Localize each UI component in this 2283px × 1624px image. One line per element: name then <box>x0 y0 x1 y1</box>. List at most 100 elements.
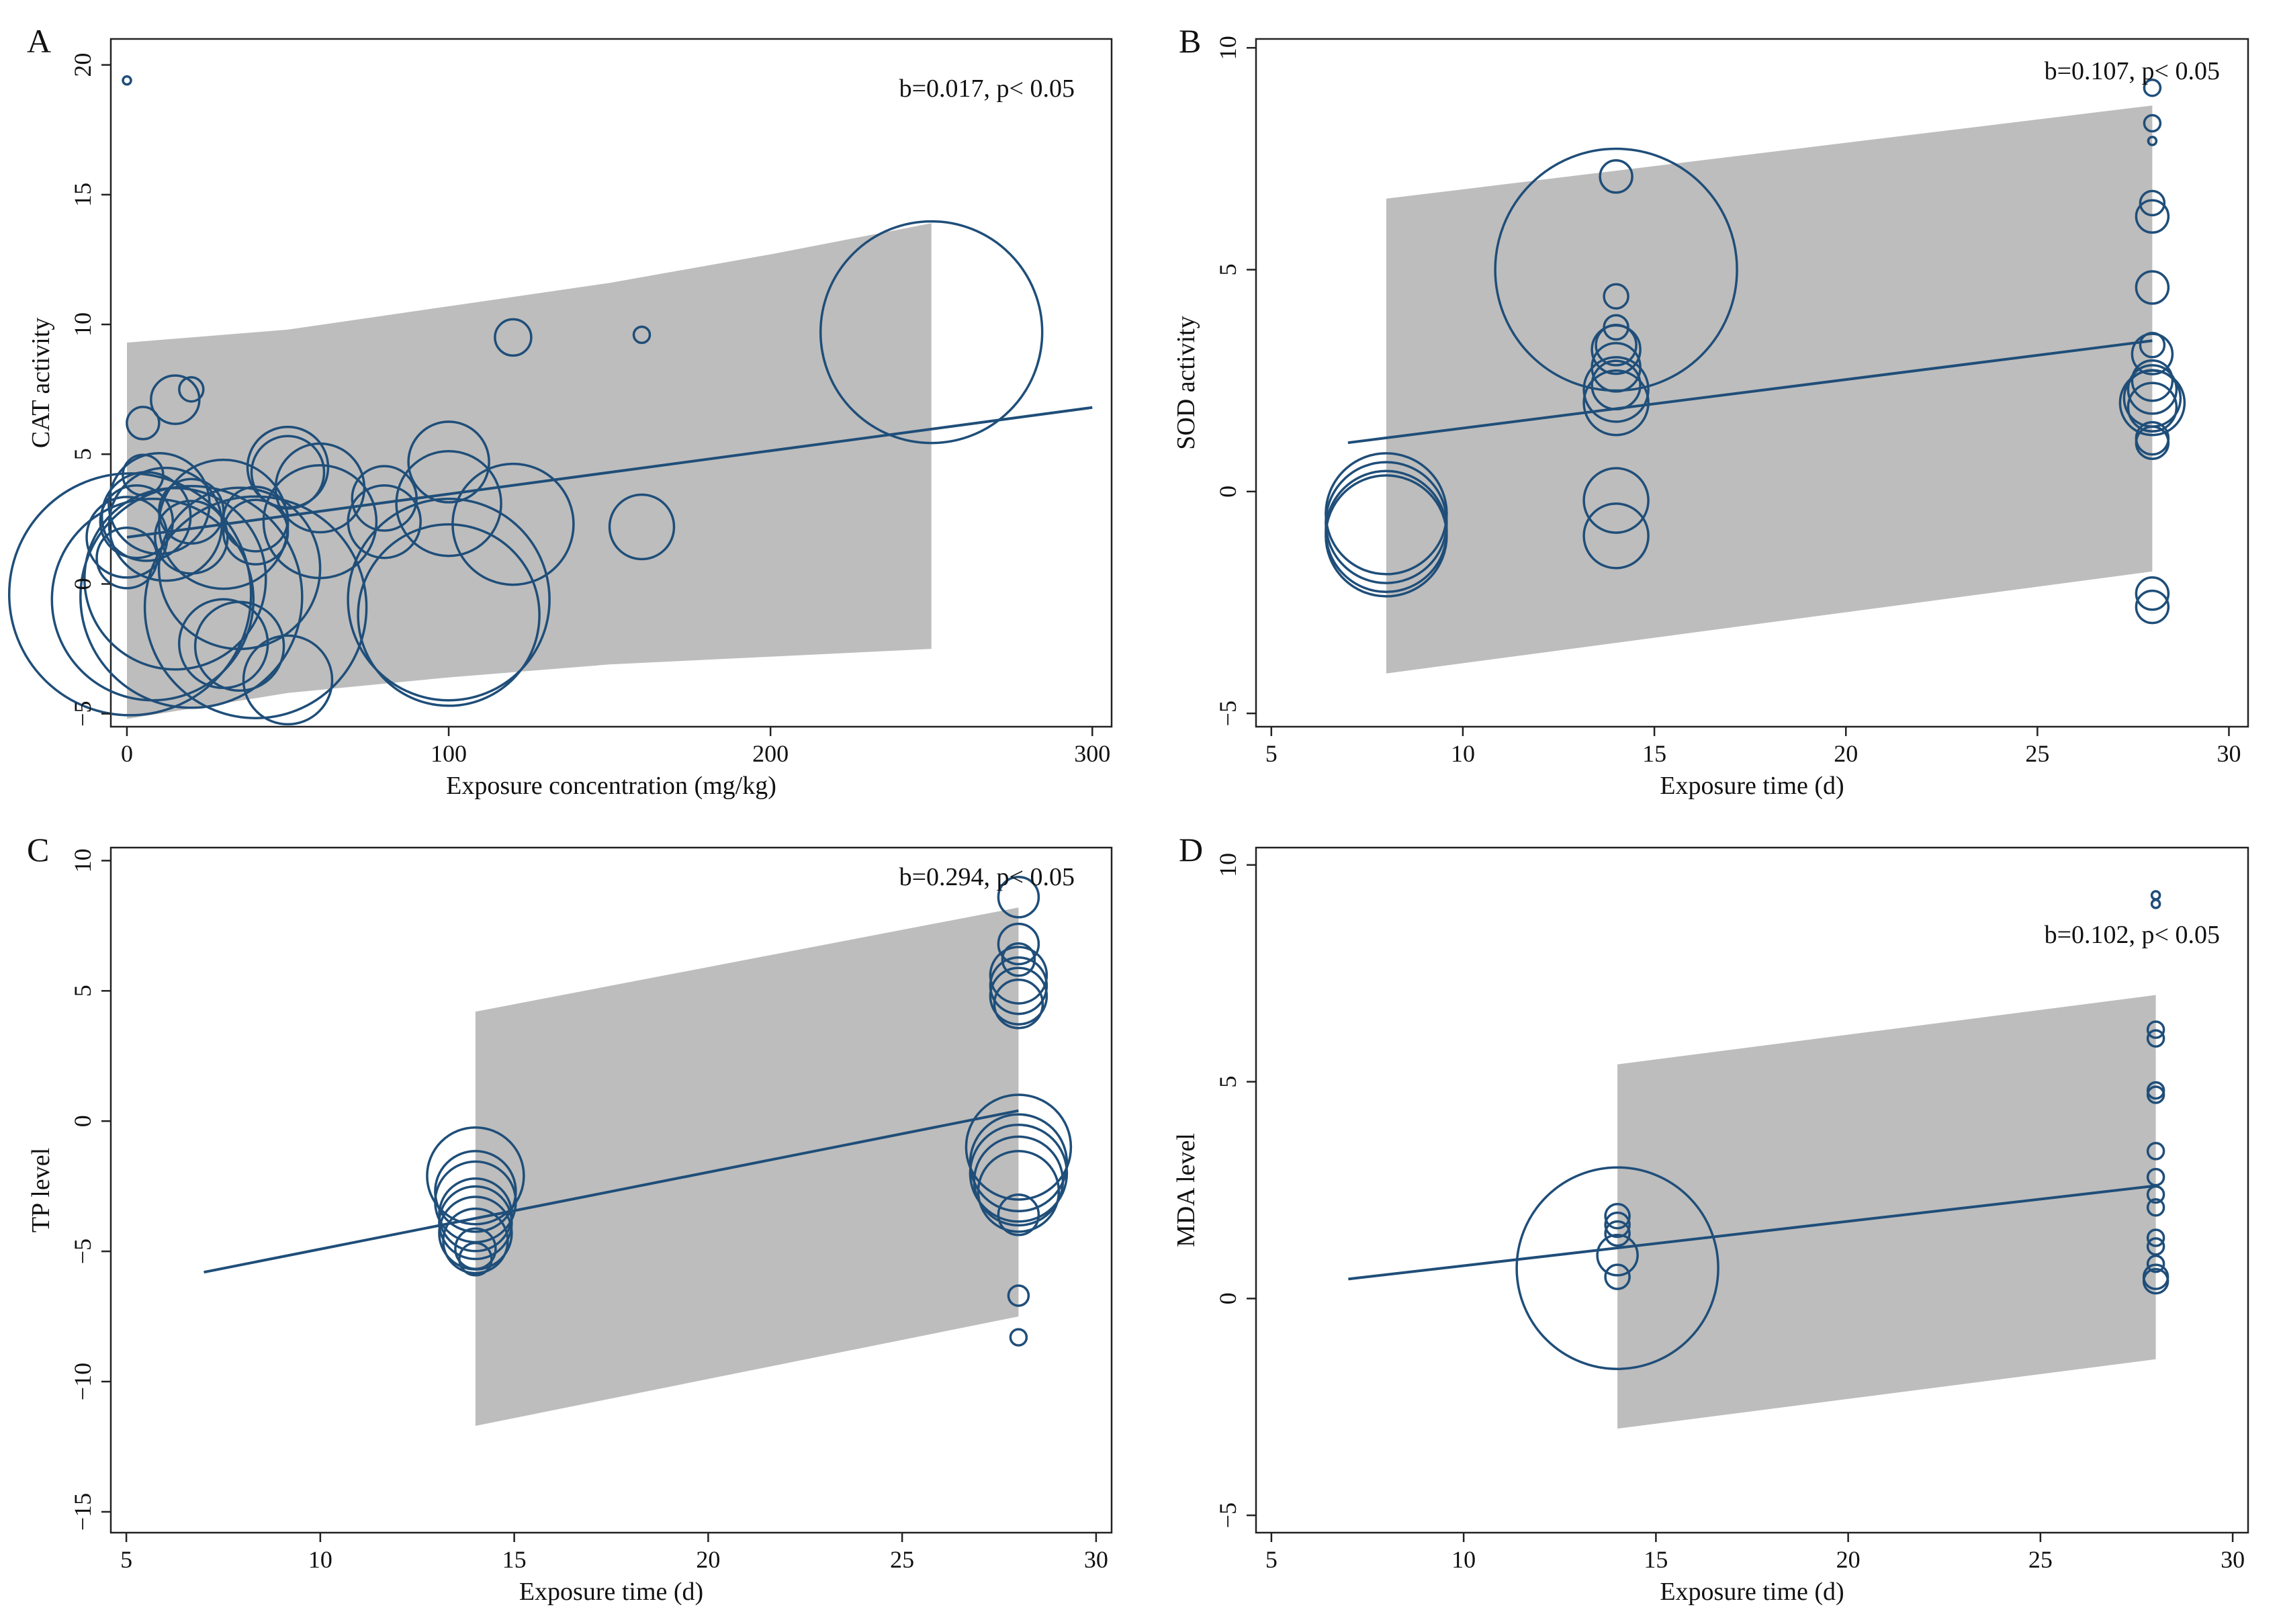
panel-letter-c: C <box>27 831 49 868</box>
data-point-c-4 <box>438 1185 513 1261</box>
data-point-a-10 <box>154 500 229 575</box>
data-point-a-39 <box>819 220 1044 445</box>
data-point-a-19 <box>143 495 368 719</box>
x-tick-label-d-25: 25 <box>2028 1546 2053 1573</box>
data-point-a-1 <box>126 406 161 441</box>
x-axis-label-c: Exposure time (d) <box>519 1578 703 1606</box>
data-point-a-38 <box>608 493 676 561</box>
x-tick-label-c-30: 30 <box>1084 1546 1108 1573</box>
data-point-a-37 <box>632 325 652 345</box>
data-point-a-30 <box>347 484 422 559</box>
data-point-c-10 <box>997 922 1040 966</box>
x-tick-label-b-20: 20 <box>1834 740 1858 767</box>
data-point-c-11 <box>1001 942 1036 977</box>
data-point-d-15 <box>2146 1198 2165 1217</box>
x-tick-label-d-10: 10 <box>1451 1546 1476 1573</box>
data-point-d-18 <box>2146 1254 2165 1273</box>
x-tick-label-c-25: 25 <box>890 1546 914 1573</box>
data-point-d-3 <box>1596 1234 1639 1277</box>
data-point-a-16 <box>79 485 304 709</box>
data-point-b-31 <box>2135 576 2170 611</box>
data-point-d-2 <box>1604 1220 1631 1247</box>
y-tick-label-c--5: −5 <box>69 1238 96 1264</box>
data-point-b-20 <box>2135 199 2170 234</box>
y-axis-label-c: TP level <box>27 1148 55 1232</box>
stat-annotation-d: b=0.102, p< 0.05 <box>2045 921 2220 949</box>
data-point-a-3 <box>178 375 205 403</box>
panel-letter-b: B <box>1179 22 1201 60</box>
x-axis-label-b: Exposure time (d) <box>1660 772 1844 800</box>
y-tick-label-a-20: 20 <box>69 53 96 77</box>
data-point-a-5 <box>85 496 169 579</box>
data-point-d-11 <box>2146 1085 2165 1104</box>
data-point-c-8 <box>458 1242 493 1277</box>
data-point-c-23 <box>1009 1328 1028 1347</box>
y-axis-label-a: CAT activity <box>27 318 55 449</box>
y-tick-label-d--5: −5 <box>1214 1502 1241 1528</box>
y-tick-label-a-10: 10 <box>69 312 96 336</box>
data-point-b-9 <box>1591 324 1642 375</box>
data-point-b-24 <box>2131 359 2174 402</box>
data-point-d-20 <box>2142 1267 2169 1295</box>
plot-frame-d <box>1255 846 2249 1534</box>
data-point-c-18 <box>969 1124 1069 1223</box>
panel-letter-a: A <box>27 22 51 60</box>
data-point-b-30 <box>2135 425 2170 460</box>
regression-line-b <box>1347 339 2153 445</box>
data-point-b-15 <box>1582 502 1650 570</box>
panel-letter-d: D <box>1179 831 1203 868</box>
data-point-a-35 <box>494 318 533 357</box>
data-point-b-16 <box>2143 78 2162 97</box>
y-tick-label-a-15: 15 <box>69 183 96 207</box>
data-point-a-13 <box>7 472 253 717</box>
data-point-d-9 <box>2146 1029 2165 1048</box>
data-point-b-3 <box>1325 474 1448 598</box>
data-point-a-25 <box>250 435 326 510</box>
x-tick-label-a-0: 0 <box>121 740 133 767</box>
y-tick-label-c--10: −10 <box>69 1363 96 1400</box>
data-point-c-19 <box>973 1135 1065 1227</box>
x-tick-label-d-20: 20 <box>1836 1546 1861 1573</box>
data-point-a-26 <box>242 634 334 726</box>
data-point-b-14 <box>1582 467 1650 534</box>
regression-line-c <box>204 1109 1019 1274</box>
x-tick-label-c-15: 15 <box>502 1546 527 1573</box>
data-point-a-36 <box>451 462 575 586</box>
data-point-b-11 <box>1591 359 1642 411</box>
y-tick-label-d-10: 10 <box>1214 853 1241 877</box>
data-point-c-9 <box>997 875 1040 919</box>
x-tick-label-a-100: 100 <box>431 740 467 767</box>
data-point-c-21 <box>997 1193 1040 1236</box>
data-point-d-7 <box>2150 899 2161 909</box>
data-point-b-17 <box>2143 114 2162 133</box>
x-tick-label-b-15: 15 <box>1642 740 1666 767</box>
data-point-d-17 <box>2146 1237 2165 1256</box>
x-tick-label-a-200: 200 <box>752 740 789 767</box>
x-tick-label-b-10: 10 <box>1451 740 1475 767</box>
data-point-b-4 <box>1599 159 1633 194</box>
y-tick-label-c-0: 0 <box>69 1115 96 1127</box>
data-point-c-13 <box>989 956 1048 1016</box>
data-point-d-0 <box>1604 1202 1631 1230</box>
plot-frame-b <box>1255 38 2249 728</box>
data-point-b-27 <box>2118 369 2186 437</box>
data-point-a-32 <box>395 449 502 557</box>
data-point-d-12 <box>2146 1142 2165 1161</box>
x-tick-label-c-10: 10 <box>308 1546 332 1573</box>
data-point-b-19 <box>2139 189 2166 217</box>
x-tick-label-a-300: 300 <box>1074 740 1110 767</box>
y-tick-label-c-10: 10 <box>69 848 96 872</box>
x-tick-label-b-30: 30 <box>2217 740 2241 767</box>
data-point-d-8 <box>2146 1020 2165 1039</box>
x-tick-label-c-20: 20 <box>696 1546 720 1573</box>
data-point-d-14 <box>2146 1185 2165 1204</box>
x-axis-label-a: Exposure concentration (mg/kg) <box>446 772 776 800</box>
data-point-b-32 <box>2135 589 2170 625</box>
data-point-d-4 <box>1515 1166 1719 1370</box>
confidence-band-d <box>1617 995 2156 1429</box>
data-point-b-25 <box>2127 364 2178 415</box>
data-point-a-34 <box>357 523 541 707</box>
stat-annotation-b: b=0.107, p< 0.05 <box>2045 57 2220 85</box>
y-axis-label-d: MDA level <box>1172 1133 1200 1247</box>
